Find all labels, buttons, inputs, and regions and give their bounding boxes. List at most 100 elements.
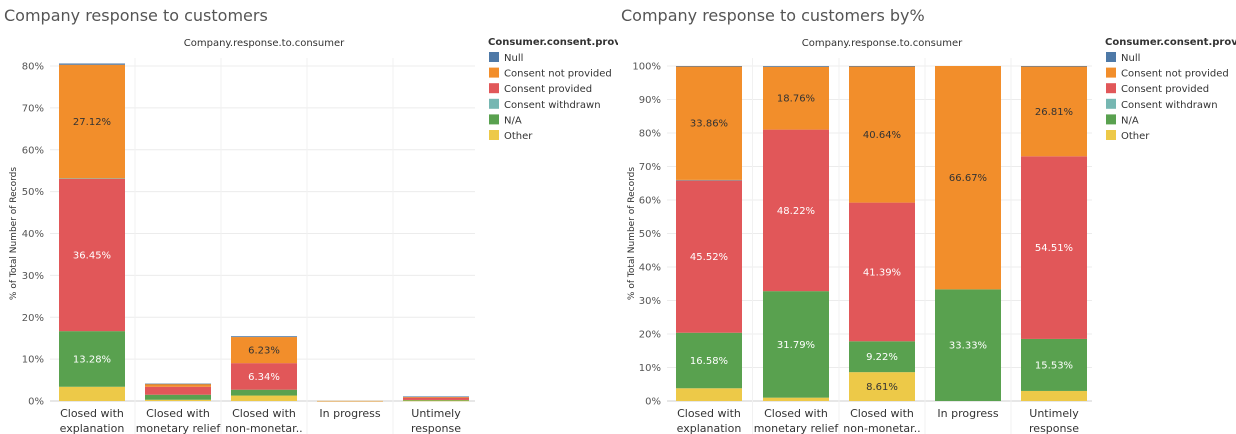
legend-swatch-other xyxy=(1106,130,1116,140)
bar-segment-other xyxy=(763,397,829,401)
legend-label-consent-not-provided: Consent not provided xyxy=(504,69,612,80)
legend-swatch-other xyxy=(489,130,499,140)
x-tick-label: In progress xyxy=(319,407,380,420)
data-label: 48.22% xyxy=(777,206,815,217)
bar-segment-consent-not-provided xyxy=(317,400,383,402)
bar-segment-consent-provided xyxy=(403,397,469,400)
bar-segment-n-a xyxy=(403,399,469,401)
x-tick-label: Closed with xyxy=(60,407,124,420)
legend-label-n-a: N/A xyxy=(1121,115,1139,126)
data-label: 66.67% xyxy=(949,173,987,184)
data-label: 27.12% xyxy=(73,117,111,128)
x-tick-label: In progress xyxy=(937,407,998,420)
bar-segment-null xyxy=(231,336,297,338)
bar-segment-other xyxy=(1021,390,1087,401)
x-tick-label: monetary relief xyxy=(754,422,840,434)
legend-swatch-consent-withdrawn xyxy=(489,98,499,109)
legend-swatch-consent-withdrawn xyxy=(1106,98,1116,109)
y-tick-label: 80% xyxy=(22,62,44,73)
bar-segment-other xyxy=(145,399,211,401)
bar-segment-n-a xyxy=(935,289,1001,401)
y-tick-label: 0% xyxy=(28,397,44,408)
y-axis-label: % of Total Number of Records xyxy=(627,167,637,300)
bar-segment-consent-not-provided xyxy=(231,337,297,364)
bar-segment-other xyxy=(231,395,297,401)
data-label: 18.76% xyxy=(777,94,815,105)
legend-swatch-null xyxy=(1106,52,1116,62)
bar-segment-consent-withdrawn xyxy=(676,179,742,181)
legend-swatch-consent-provided xyxy=(1106,83,1116,94)
x-tick-label: explanation xyxy=(60,422,125,434)
bar-segment-n-a xyxy=(231,389,297,396)
bar-segment-null xyxy=(849,66,915,67)
legend-label-other: Other xyxy=(1121,131,1150,142)
legend-label-n-a: N/A xyxy=(504,115,522,126)
y-tick-label: 50% xyxy=(22,187,44,198)
legend-swatch-n-a xyxy=(489,114,499,125)
bar-segment-null xyxy=(59,63,125,65)
bar-segment-consent-not-provided xyxy=(403,396,469,398)
y-axis-label: % of Total Number of Records xyxy=(9,167,19,300)
bar-segment-consent-not-provided xyxy=(763,66,829,130)
y-tick-label: 50% xyxy=(639,229,661,240)
y-tick-label: 70% xyxy=(639,162,661,173)
legend-swatch-consent-not-provided xyxy=(1106,67,1116,78)
bar-segment-null xyxy=(145,383,211,385)
legend-swatch-consent-provided xyxy=(489,83,499,94)
data-label: 26.81% xyxy=(1035,107,1073,118)
data-label: 36.45% xyxy=(73,250,111,261)
bar-segment-n-a xyxy=(1021,338,1087,391)
y-tick-label: 40% xyxy=(22,229,44,240)
chart-panel-count: Company response to customers Company.re… xyxy=(4,6,618,434)
chart-panel-percent: Company response to customers by% Compan… xyxy=(618,0,1236,434)
data-label: 41.39% xyxy=(863,267,901,278)
y-tick-label: 10% xyxy=(639,363,661,374)
y-tick-label: 90% xyxy=(639,95,661,106)
bar-segment-null xyxy=(403,396,469,398)
bar-segment-consent-provided xyxy=(59,178,125,332)
bar-segment-consent-provided xyxy=(1021,156,1087,339)
bar-segment-null xyxy=(763,66,829,67)
y-tick-label: 100% xyxy=(632,62,661,73)
legend-swatch-null xyxy=(489,52,499,62)
data-label: 45.52% xyxy=(690,252,728,263)
data-label: 6.23% xyxy=(248,346,280,357)
data-label: 9.22% xyxy=(866,352,898,363)
legend-label-consent-provided: Consent provided xyxy=(1121,84,1209,95)
bar-segment-consent-not-provided xyxy=(935,66,1001,290)
bar-segment-consent-not-provided xyxy=(1021,66,1087,157)
bar-segment-other xyxy=(403,400,469,402)
y-tick-label: 40% xyxy=(639,263,661,274)
chart-title: Company response to customers by% xyxy=(621,6,925,25)
bar-segment-consent-not-provided xyxy=(676,66,742,180)
x-tick-label: monetary relief xyxy=(136,422,222,434)
legend-swatch-n-a xyxy=(1106,114,1116,125)
bar-segment-n-a xyxy=(849,341,915,373)
y-tick-label: 20% xyxy=(639,330,661,341)
legend-label-consent-provided: Consent provided xyxy=(504,84,592,95)
data-label: 8.61% xyxy=(866,382,898,393)
legend-label-null: Null xyxy=(1121,53,1140,64)
bar-segment-consent-provided xyxy=(676,180,742,333)
data-label: 15.53% xyxy=(1035,360,1073,371)
legend-label-consent-not-provided: Consent not provided xyxy=(1121,69,1229,80)
y-tick-label: 30% xyxy=(639,296,661,307)
data-label: 31.79% xyxy=(777,340,815,351)
y-tick-label: 70% xyxy=(22,103,44,114)
bar-segment-n-a xyxy=(59,331,125,387)
y-tick-label: 30% xyxy=(22,271,44,282)
data-label: 16.58% xyxy=(690,356,728,367)
y-tick-label: 60% xyxy=(639,196,661,207)
bar-segment-other xyxy=(59,386,125,401)
bar-segment-consent-not-provided xyxy=(145,383,211,387)
stacked-bar-chart-count: Company.response.to.consumer % of Total N… xyxy=(9,37,618,434)
legend-title: Consumer.consent.provided. xyxy=(488,37,618,48)
y-tick-label: 0% xyxy=(645,397,661,408)
column-header: Company.response.to.consumer xyxy=(184,38,345,49)
bar-segment-n-a xyxy=(763,291,829,398)
legend-label-null: Null xyxy=(504,53,523,64)
x-tick-label: Closed with xyxy=(232,407,296,420)
x-tick-label: Closed with xyxy=(850,407,914,420)
y-tick-label: 10% xyxy=(22,355,44,366)
data-label: 33.33% xyxy=(949,341,987,352)
